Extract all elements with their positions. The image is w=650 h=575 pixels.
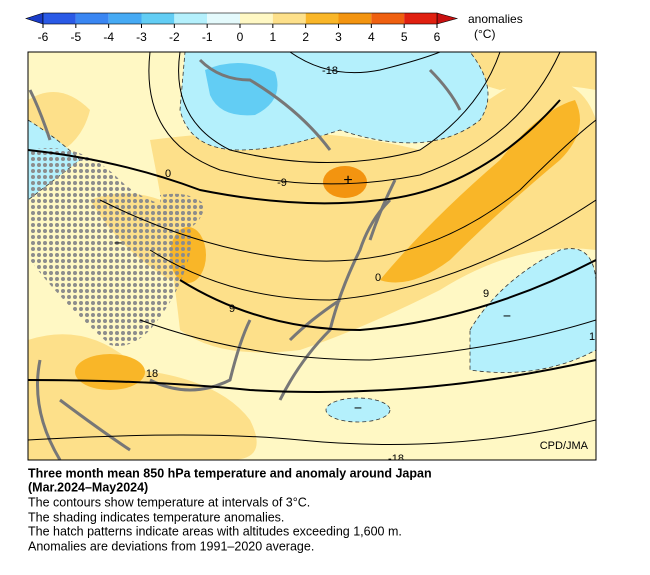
contour-label: 9 [483,288,489,300]
contour-label: -18 [388,453,404,465]
contour-label: 0 [375,272,381,284]
contour-label: 18 [146,368,158,380]
colorbar-segment [43,13,76,24]
colorbar-segment [371,13,405,24]
contour-label: -18 [322,65,338,77]
caption-line: Anomalies are deviations from 1991–2020 … [28,539,314,553]
colorbar-segment [174,13,208,24]
map: -18 -9 0 0 9 9 18 1 -18 + − − − CPD/JMA [28,52,596,465]
colorbar-segment [240,13,273,24]
coastline [28,58,462,460]
colorbar: -6 -5 -4 -3 -2 -1 0 1 2 3 4 5 6 [25,12,459,44]
colorbar-segment [404,13,437,24]
colorbar-tick-label: -1 [202,30,213,44]
colorbar-tick-label: -2 [169,30,180,44]
colorbar-tick-label: -3 [136,30,147,44]
map-frame [27,51,597,461]
caption-line: The shading indicates temperature anomal… [28,510,284,524]
colorbar-segment [75,13,109,24]
colorbar-tick-label: 0 [237,30,244,44]
high-symbol: + [343,172,352,189]
colorbar-segment [108,13,142,24]
colorbar-tick-label: -5 [70,30,81,44]
caption-line: The hatch patterns indicate areas with a… [28,524,402,538]
colorbar-label: anomalies [468,12,523,26]
colorbar-tick-label: 5 [401,30,408,44]
low-symbol: − [503,308,511,324]
colorbar-segment [141,13,175,24]
contour-label: 9 [229,303,235,315]
anomaly-shading-peak [323,166,367,198]
colorbar-tick-label: -4 [103,30,114,44]
colorbar-tick-label: -6 [38,30,49,44]
colorbar-tick-label: 3 [335,30,342,44]
caption-title: Three month mean 850 hPa temperature and… [28,466,432,480]
contour-label: -9 [277,177,287,189]
contour-label: 1 [589,331,595,343]
hatch [160,193,205,232]
colorbar-tick-label: 2 [302,30,309,44]
colorbar-tick-label: 4 [368,30,375,44]
colorbar-tick-label: 6 [434,30,441,44]
colorbar-extend [25,12,44,25]
colorbar-segment [272,13,306,24]
caption-line: The contours show temperature at interva… [28,495,310,509]
colorbar-segment [338,13,372,24]
hatch [30,148,192,346]
colorbar-tick-label: 1 [269,30,276,44]
colorbar-extend [436,12,459,25]
low-symbol: − [114,235,122,251]
caption-title: (Mar.2024–May2024) [28,480,148,494]
contours [28,52,596,445]
credit: CPD/JMA [540,440,589,452]
low-symbol: − [354,400,362,416]
colorbar-segment [305,13,339,24]
colorbar-unit: (°C) [474,27,495,41]
colorbar-segment [207,13,240,24]
contour-label: 0 [165,168,171,180]
